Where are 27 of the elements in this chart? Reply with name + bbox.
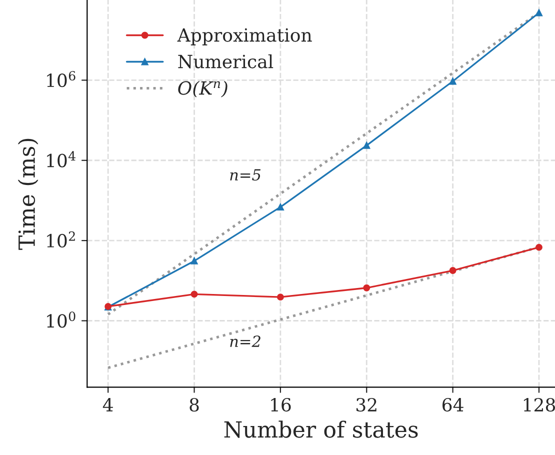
x-tick-label: 32 bbox=[356, 398, 376, 412]
x-tick-label: 8 bbox=[190, 398, 199, 412]
y-tick-label: 10$^{4}$ bbox=[47, 151, 76, 168]
x-tick-label: 64 bbox=[442, 398, 464, 412]
annotation: n=2 bbox=[230, 336, 260, 347]
legend-label: Approximation bbox=[177, 28, 312, 46]
legend-label: Numerical bbox=[178, 54, 274, 68]
annotation: n=5 bbox=[230, 169, 261, 181]
x-axis-title: Number of states bbox=[224, 420, 418, 438]
point bbox=[449, 78, 456, 85]
x-tick-label: 16 bbox=[271, 398, 291, 412]
y-tick-label: 10$^{6}$ bbox=[47, 70, 76, 88]
y-axis-title: Time (ms) bbox=[18, 138, 38, 250]
x-tick-label: 4 bbox=[102, 398, 113, 412]
point bbox=[536, 244, 542, 251]
point bbox=[190, 257, 198, 264]
x-tick-label: 128 bbox=[524, 398, 555, 412]
legend-label: O(K$^{n}$) bbox=[178, 80, 228, 98]
point bbox=[363, 142, 370, 149]
point bbox=[536, 9, 542, 16]
point bbox=[449, 267, 456, 274]
point bbox=[276, 204, 284, 210]
point bbox=[363, 284, 370, 292]
point bbox=[276, 294, 284, 301]
point bbox=[190, 290, 198, 298]
y-tick-label: 10$^{2}$ bbox=[47, 231, 75, 248]
y-tick-label: 10$^{0}$ bbox=[47, 312, 76, 328]
